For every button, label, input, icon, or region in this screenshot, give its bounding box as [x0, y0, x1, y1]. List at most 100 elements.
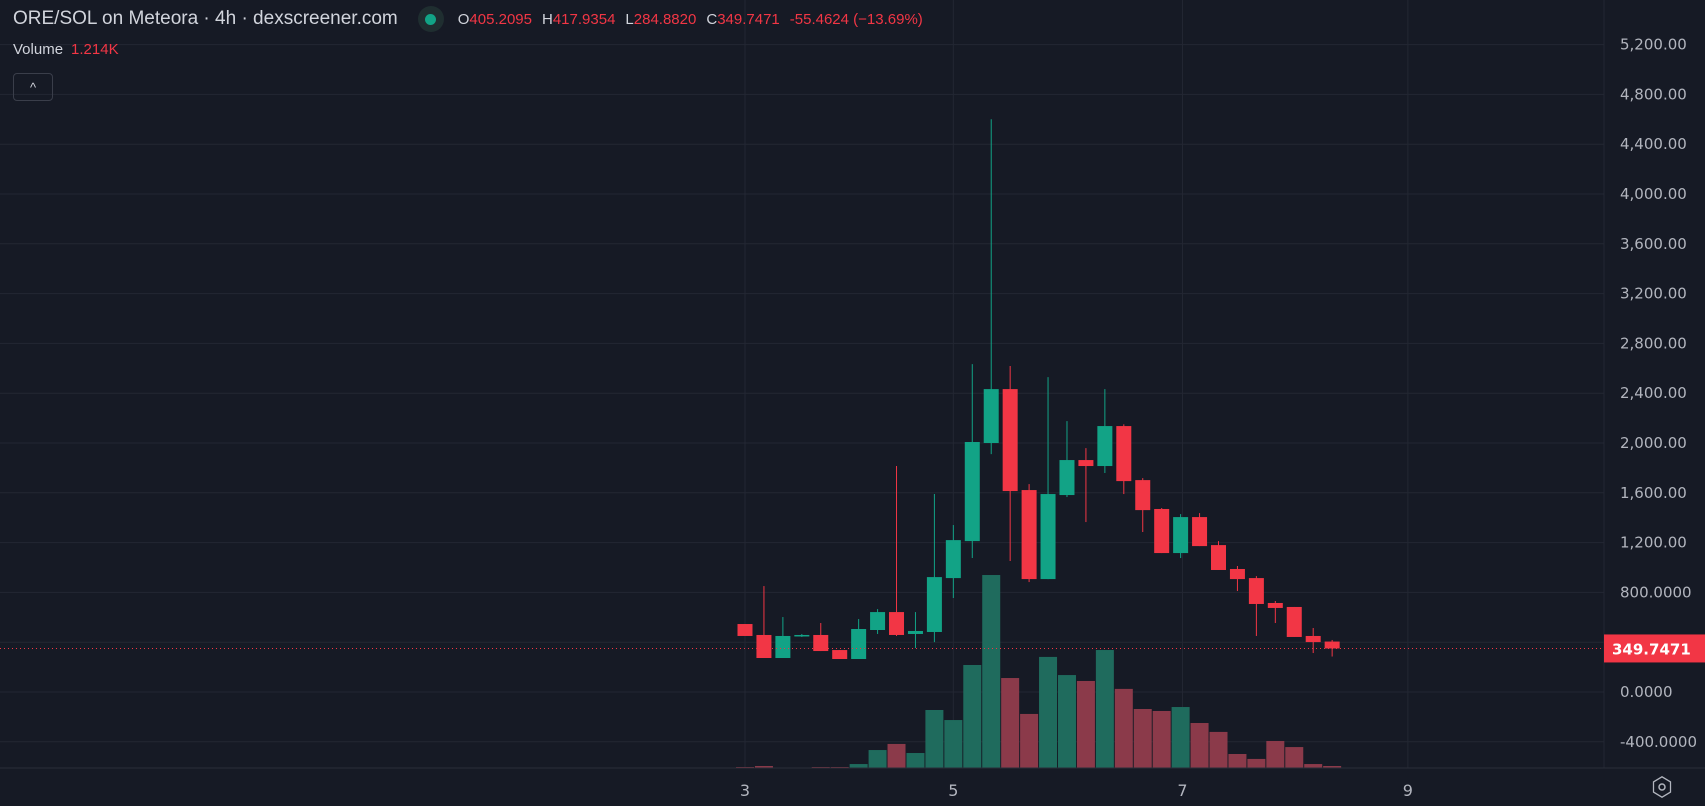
candle-body	[1229, 568, 1245, 580]
volume-label: Volume	[13, 41, 64, 58]
candle-body	[813, 634, 829, 652]
price-axis[interactable]: 5,200.00 4,800.00 4,400.00 4,000.00 3,600.00…	[1620, 36, 1697, 751]
close-label: C	[706, 10, 718, 28]
volume-bar	[906, 753, 925, 768]
chart-title: ORE/SOL on Meteora · 4h · dexscreener.co…	[13, 8, 398, 29]
candle-body	[1002, 389, 1018, 492]
candle-body	[1211, 545, 1226, 570]
price-tick-label: 800.0000	[1620, 583, 1692, 601]
high-value: 417.9354	[552, 10, 616, 28]
volume-bar	[1304, 764, 1323, 768]
change-value: -55.4624 (−13.69%)	[789, 10, 923, 28]
price-tick-label: 2,000.00	[1620, 434, 1687, 452]
volume-bar	[849, 764, 868, 768]
ohlc-values: O405.2095 H417.9354 L284.8820 C349.7471 …	[458, 11, 923, 28]
last-price-tag: 349.7471	[1604, 634, 1705, 663]
volume-bar	[1247, 758, 1266, 768]
volume-bar	[1001, 678, 1020, 768]
volume-bar	[1152, 710, 1171, 768]
price-tick-label: 4,000.00	[1620, 185, 1687, 203]
volume-value: 1.214K	[71, 41, 119, 58]
candle-body	[907, 630, 923, 634]
volume-bar	[1228, 753, 1247, 768]
volume-bar	[1057, 675, 1076, 768]
candle-body	[945, 540, 961, 579]
candle-body	[983, 389, 999, 443]
candle-body	[1021, 490, 1037, 580]
candle-body	[1116, 426, 1132, 482]
candle-body	[737, 624, 753, 636]
price-tick-label: -400.0000	[1620, 733, 1697, 751]
candle-body	[1078, 460, 1094, 467]
open-label: O	[457, 10, 470, 28]
price-tick-label: 2,800.00	[1620, 334, 1687, 352]
time-axis[interactable]: 3 5 7 9	[740, 781, 1413, 800]
time-tick-label: 5	[948, 781, 958, 800]
candle-body	[832, 650, 848, 660]
volume-bar	[925, 709, 944, 768]
candle-body	[851, 629, 867, 660]
price-tick-label: 1,600.00	[1620, 484, 1687, 502]
candle-body	[870, 612, 886, 630]
candle-body	[1192, 517, 1208, 547]
volume-bar	[1209, 731, 1228, 768]
volume-bar	[982, 575, 1001, 768]
volume-bar	[1171, 707, 1190, 768]
price-tick-label: 4,800.00	[1620, 85, 1687, 103]
candle-body	[1097, 426, 1113, 467]
volume-bar	[1095, 650, 1114, 768]
volume-bar	[1285, 747, 1304, 768]
price-tick-label: 2,400.00	[1620, 384, 1687, 402]
price-tick-label: 4,400.00	[1620, 135, 1687, 153]
candle-body	[1248, 578, 1264, 604]
candle-body	[756, 634, 772, 659]
volume-bar	[1076, 680, 1095, 768]
settings-hexagon-icon[interactable]	[1652, 776, 1672, 798]
chart-legend: ORE/SOL on Meteora · 4h · dexscreener.co…	[13, 6, 923, 32]
grid-lines	[0, 0, 1604, 768]
volume-bar	[1114, 688, 1133, 768]
last-price-label: 349.7471	[1612, 640, 1691, 658]
candle-body	[1059, 460, 1075, 496]
volume-legend: Volume 1.214K	[13, 41, 119, 58]
candle-body	[1305, 635, 1321, 643]
volume-bar	[1133, 709, 1152, 768]
volume-bar	[1323, 765, 1342, 768]
price-tick-label: 3,600.00	[1620, 235, 1687, 253]
price-tick-label: 0.0000	[1620, 683, 1673, 701]
time-tick-label: 9	[1403, 781, 1413, 800]
high-label: H	[542, 10, 553, 28]
candle-body	[1135, 480, 1151, 511]
candle-body	[964, 442, 980, 542]
low-label: L	[625, 10, 634, 28]
candle-body	[1173, 517, 1189, 554]
candle-body	[794, 634, 810, 637]
time-tick-label: 3	[740, 781, 750, 800]
candle-body	[1267, 602, 1283, 608]
candle-body	[1154, 508, 1170, 554]
candle-body	[889, 612, 905, 635]
candle-body	[926, 577, 942, 632]
time-tick-label: 7	[1177, 781, 1187, 800]
price-tick-label: 3,200.00	[1620, 285, 1687, 303]
volume-bar	[1020, 713, 1039, 768]
volume-bar	[868, 750, 887, 768]
candle-body	[1286, 606, 1302, 637]
volume-bar	[944, 720, 963, 768]
open-value: 405.2095	[469, 10, 532, 28]
status-dot-icon	[417, 6, 444, 32]
volume-bar	[754, 766, 773, 768]
volume-bar	[963, 665, 982, 768]
low-value: 284.8820	[633, 10, 697, 28]
candle-body	[775, 635, 791, 659]
close-value: 349.7471	[717, 10, 780, 28]
price-tick-label: 5,200.00	[1620, 36, 1687, 54]
collapse-legend-button[interactable]: ^	[13, 73, 53, 101]
volume-bar	[1266, 740, 1285, 768]
candle-body	[1040, 494, 1056, 580]
candles	[737, 119, 1340, 660]
candle-body	[1324, 641, 1340, 649]
volume-bar	[1039, 656, 1058, 768]
volume-bars	[736, 575, 1342, 769]
